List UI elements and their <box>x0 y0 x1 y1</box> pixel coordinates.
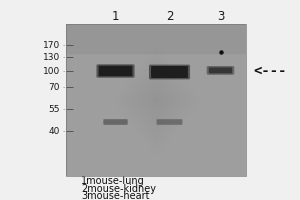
Text: <---: <--- <box>254 63 287 77</box>
Text: 3mouse-heart: 3mouse-heart <box>81 191 149 200</box>
Text: 2: 2 <box>166 9 173 22</box>
FancyBboxPatch shape <box>157 119 182 125</box>
FancyBboxPatch shape <box>207 66 234 75</box>
Text: 40: 40 <box>49 127 60 136</box>
Text: 1mouse-lung: 1mouse-lung <box>81 176 145 186</box>
Text: 1: 1 <box>112 9 119 22</box>
Text: 55: 55 <box>49 104 60 114</box>
Text: 3: 3 <box>217 9 224 22</box>
FancyBboxPatch shape <box>99 66 133 76</box>
FancyBboxPatch shape <box>209 67 232 73</box>
Text: 100: 100 <box>43 66 60 75</box>
Text: 70: 70 <box>49 83 60 92</box>
Text: 170: 170 <box>43 40 60 49</box>
FancyBboxPatch shape <box>149 65 190 79</box>
Text: 130: 130 <box>43 52 60 62</box>
Text: 2mouse-kidney: 2mouse-kidney <box>81 184 156 194</box>
FancyBboxPatch shape <box>151 66 188 78</box>
FancyBboxPatch shape <box>97 64 135 78</box>
Bar <box>66 24 246 176</box>
FancyBboxPatch shape <box>103 119 128 125</box>
